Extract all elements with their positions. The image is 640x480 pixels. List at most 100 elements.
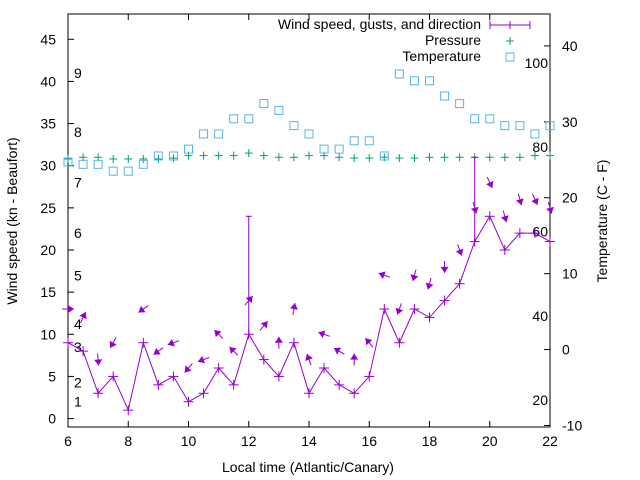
pressure-point [546,151,554,160]
beaufort-label: 4 [74,316,82,332]
arrow-head [395,307,404,315]
y-tick-label: 40 [40,73,56,89]
temperature-point [349,136,359,146]
beaufort-label: 8 [74,124,82,140]
temperature-point [394,69,404,79]
wind-direction-arrow [153,347,164,355]
beaufort-label: 7 [74,175,82,191]
pressure-point [395,154,404,163]
pressure-point [169,154,178,163]
temperature-point [108,166,118,176]
x-tick-label: 8 [124,433,132,449]
pressure-point [124,154,133,163]
wind-direction-arrow [500,210,509,223]
wind-direction-arrow [79,311,87,324]
wind-point [258,354,269,365]
arrow-head [214,330,222,338]
y-ticks: 0 5 10 15 20 25 30 35 40 45 [40,31,74,427]
y2-tick-label: 0 [562,342,570,358]
temperature-point [500,121,510,131]
wind-point [499,245,510,255]
temperature-point [304,129,314,139]
wind-direction-arrow [274,336,283,349]
wind-direction-arrow [455,244,464,256]
arrow-head [318,330,326,339]
wind-direction-arrow [333,347,345,355]
wind-point [319,363,330,373]
fahrenheit-labels: 20 40 60 80 100 [525,55,549,408]
fahrenheit-label: 20 [532,392,548,408]
arrow-head [184,365,192,373]
arrow-head [167,338,175,347]
wind-point [394,337,405,348]
legend-swatch-wind [489,21,531,29]
wind-direction-arrow [167,338,180,347]
wind-point [334,379,345,390]
temperature-point [425,76,434,86]
wind-point [545,236,555,247]
temperature-series [63,69,555,176]
wind-direction-arrow [184,363,193,373]
y2-tick-label: -10 [562,417,582,433]
y-tick-label: 5 [48,368,56,384]
wind-direction-arrow [516,193,524,206]
temperature-point [153,151,163,161]
wind-direction-arrow [318,330,330,339]
temperature-point [319,144,329,154]
arrow-head [410,274,419,282]
y-tick-label: 25 [40,200,56,216]
wind-point [514,228,525,239]
temperature-point [199,129,209,139]
wind-direction-arrow [259,320,269,331]
pressure-point [199,151,208,160]
arrow-head [197,355,205,364]
temperature-point [409,76,419,86]
arrow-head [245,295,253,304]
arrow-head [79,311,87,320]
temperature-point [274,105,284,115]
y2-tick-label: 30 [562,114,578,130]
y-tick-label: 15 [40,284,56,300]
x-tick-label: 12 [241,433,257,449]
pressure-point [455,153,464,162]
arrow-head [350,353,359,360]
arrow-head [425,282,434,290]
temperature-point [93,159,103,169]
wind-direction-arrow [378,271,391,280]
arrow-head [500,215,509,223]
y-tick-label: 20 [40,242,56,258]
wind-direction-arrow [425,277,434,290]
beaufort-label: 6 [74,225,82,241]
wind-point [273,371,284,382]
x-tick-label: 10 [181,433,197,449]
wind-point [484,211,495,222]
pressure-point [350,154,359,163]
arrow-head [138,305,146,313]
temperature-point [123,166,133,176]
wind-direction-arrow [546,201,554,214]
axes [67,13,551,428]
pressure-point [365,154,374,163]
arrow-head [486,180,494,189]
wind-point [379,304,390,314]
pressure-point [274,153,283,162]
arrow-head [109,340,117,348]
temperature-point [455,99,465,109]
y2-tick-label: 10 [562,266,578,282]
wind-direction-arrow [531,193,539,206]
beaufort-label: 9 [74,65,82,81]
pressure-point [289,153,298,162]
pressure-series [64,149,554,163]
pressure-point [154,154,163,163]
wind-direction-series [62,176,554,373]
arrow-head [546,206,554,214]
wind-point [424,312,435,323]
y-tick-label: 35 [40,116,56,132]
arrow-head [94,359,103,366]
pressure-point [515,153,524,162]
x-ticks: 6 8 10 12 14 16 18 20 22 [64,14,558,449]
beaufort-label: 3 [74,339,82,355]
wind-direction-arrow [109,337,117,349]
legend: Wind speed, gusts, and direction Pressur… [278,16,531,64]
